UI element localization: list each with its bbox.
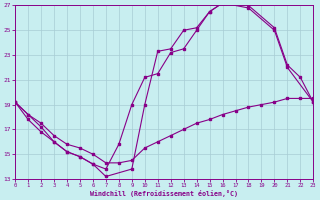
X-axis label: Windchill (Refroidissement éolien,°C): Windchill (Refroidissement éolien,°C)	[90, 190, 238, 197]
